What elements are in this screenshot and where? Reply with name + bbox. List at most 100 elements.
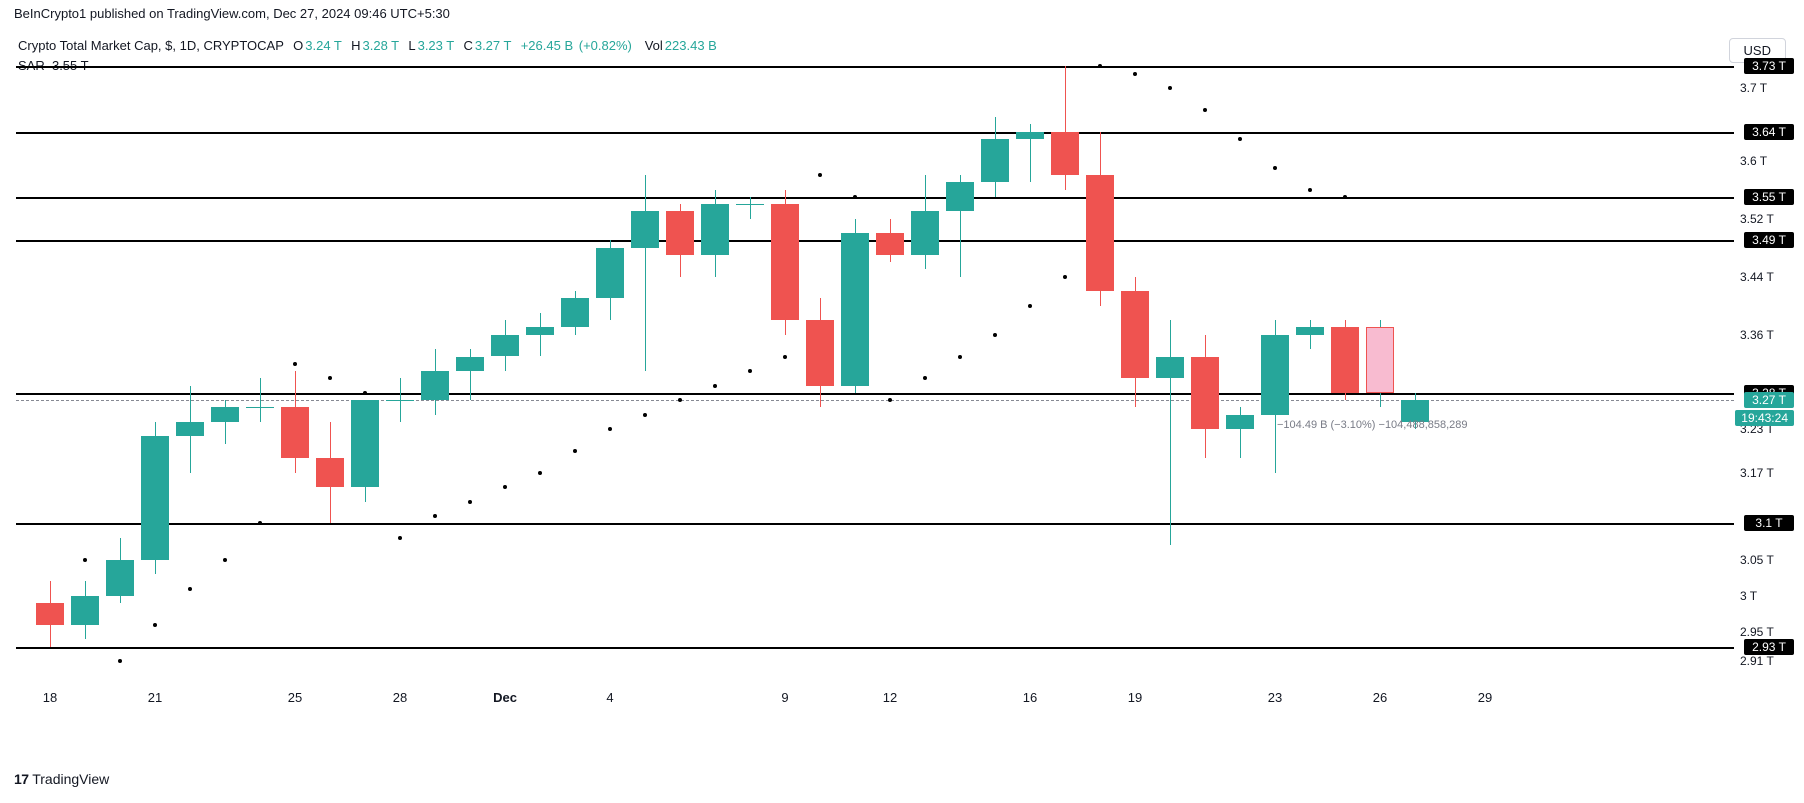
x-axis-label: 9	[781, 690, 788, 705]
sar-dot	[1168, 86, 1172, 90]
horizontal-level-line[interactable]	[16, 197, 1734, 199]
sar-dot	[258, 521, 262, 525]
x-axis-label: 25	[288, 690, 302, 705]
y-axis-label: 3.44 T	[1740, 270, 1790, 284]
candle-body[interactable]	[1156, 357, 1184, 379]
candle-body[interactable]	[106, 560, 134, 596]
y-axis-label: 3.36 T	[1740, 328, 1790, 342]
horizontal-level-line[interactable]	[16, 66, 1734, 68]
sar-dot	[1133, 72, 1137, 76]
sar-dot	[398, 536, 402, 540]
sar-dot	[328, 376, 332, 380]
candle-wick	[645, 175, 646, 371]
candle-body[interactable]	[1051, 132, 1079, 176]
candle-body[interactable]	[1261, 335, 1289, 415]
candle-body[interactable]	[316, 458, 344, 487]
candle-body[interactable]	[491, 335, 519, 357]
sar-dot	[118, 659, 122, 663]
candle-body[interactable]	[561, 298, 589, 327]
y-axis-label: 3 T	[1740, 589, 1790, 603]
candle-body[interactable]	[1296, 327, 1324, 334]
y-axis-label: 3.7 T	[1740, 81, 1790, 95]
candle-body[interactable]	[281, 407, 309, 458]
candle-wick	[540, 313, 541, 357]
sar-dot	[958, 355, 962, 359]
candle-body[interactable]	[596, 248, 624, 299]
sar-dot	[1308, 188, 1312, 192]
sar-dot	[818, 173, 822, 177]
sar-dot	[608, 427, 612, 431]
y-axis-label: 3.17 T	[1740, 466, 1790, 480]
sar-dot	[888, 398, 892, 402]
sar-dot	[468, 500, 472, 504]
candle-body[interactable]	[1121, 291, 1149, 378]
candle-body[interactable]	[1366, 327, 1394, 392]
candle-body[interactable]	[211, 407, 239, 422]
sar-dot	[678, 398, 682, 402]
candle-body[interactable]	[1086, 175, 1114, 291]
candle-body[interactable]	[71, 596, 99, 625]
horizontal-level-line[interactable]	[16, 132, 1734, 134]
sar-dot	[363, 391, 367, 395]
sar-dot	[748, 369, 752, 373]
candle-body[interactable]	[386, 400, 414, 401]
candle-body[interactable]	[1191, 357, 1219, 430]
candle-body[interactable]	[701, 204, 729, 255]
sar-dot	[1203, 108, 1207, 112]
candle-body[interactable]	[876, 233, 904, 255]
candle-body[interactable]	[421, 371, 449, 400]
x-axis-label: Dec	[493, 690, 517, 705]
y-axis-label: 3.05 T	[1740, 553, 1790, 567]
sar-dot	[853, 195, 857, 199]
candle-body[interactable]	[1016, 132, 1044, 139]
last-price-tag: 3.27 T	[1744, 392, 1794, 408]
sar-dot	[643, 413, 647, 417]
candle-body[interactable]	[1331, 327, 1359, 392]
candle-body[interactable]	[946, 182, 974, 211]
level-price-tag: 3.1 T	[1744, 515, 1794, 531]
candle-body[interactable]	[806, 320, 834, 385]
candle-body[interactable]	[911, 211, 939, 255]
tradingview-logo: 17 TradingView	[14, 771, 109, 787]
crosshair-data-tooltip: −104.49 B (−3.10%) −104,488,858,289	[1277, 419, 1468, 431]
level-price-tag: 3.73 T	[1744, 58, 1794, 74]
x-axis-label: 28	[393, 690, 407, 705]
x-axis-label: 29	[1478, 690, 1492, 705]
y-axis-label: 2.91 T	[1740, 654, 1790, 668]
chart-plot-area[interactable]: 3.7 T3.6 T3.52 T3.44 T3.36 T3.23 T3.17 T…	[14, 30, 1734, 683]
horizontal-level-line[interactable]	[16, 647, 1734, 649]
sar-dot	[1273, 166, 1277, 170]
candle-body[interactable]	[526, 327, 554, 334]
horizontal-level-line[interactable]	[16, 240, 1734, 242]
candle-body[interactable]	[176, 422, 204, 437]
level-price-tag: 2.93 T	[1744, 639, 1794, 655]
sar-dot	[1028, 304, 1032, 308]
candle-body[interactable]	[841, 233, 869, 385]
candle-body[interactable]	[36, 603, 64, 625]
candle-body[interactable]	[1226, 415, 1254, 430]
candle-body[interactable]	[141, 436, 169, 559]
x-axis-label: 12	[883, 690, 897, 705]
candle-body[interactable]	[666, 211, 694, 255]
candle-body[interactable]	[771, 204, 799, 320]
countdown-tag: 19:43:24	[1735, 410, 1794, 426]
horizontal-level-line[interactable]	[16, 393, 1734, 395]
x-axis-label: 16	[1023, 690, 1037, 705]
candle-body[interactable]	[456, 357, 484, 372]
candle-body[interactable]	[351, 400, 379, 487]
candle-body[interactable]	[981, 139, 1009, 183]
candle-body[interactable]	[246, 407, 274, 408]
candle-body[interactable]	[736, 204, 764, 205]
candle-body[interactable]	[631, 211, 659, 247]
sar-dot	[153, 623, 157, 627]
level-price-tag: 3.49 T	[1744, 232, 1794, 248]
sar-dot	[293, 362, 297, 366]
horizontal-level-line[interactable]	[16, 523, 1734, 525]
x-axis-label: 23	[1268, 690, 1282, 705]
x-axis-label: 19	[1128, 690, 1142, 705]
candle-wick	[260, 378, 261, 422]
sar-dot	[993, 333, 997, 337]
sar-dot	[923, 376, 927, 380]
y-axis-label: 3.52 T	[1740, 212, 1790, 226]
sar-dot	[223, 558, 227, 562]
